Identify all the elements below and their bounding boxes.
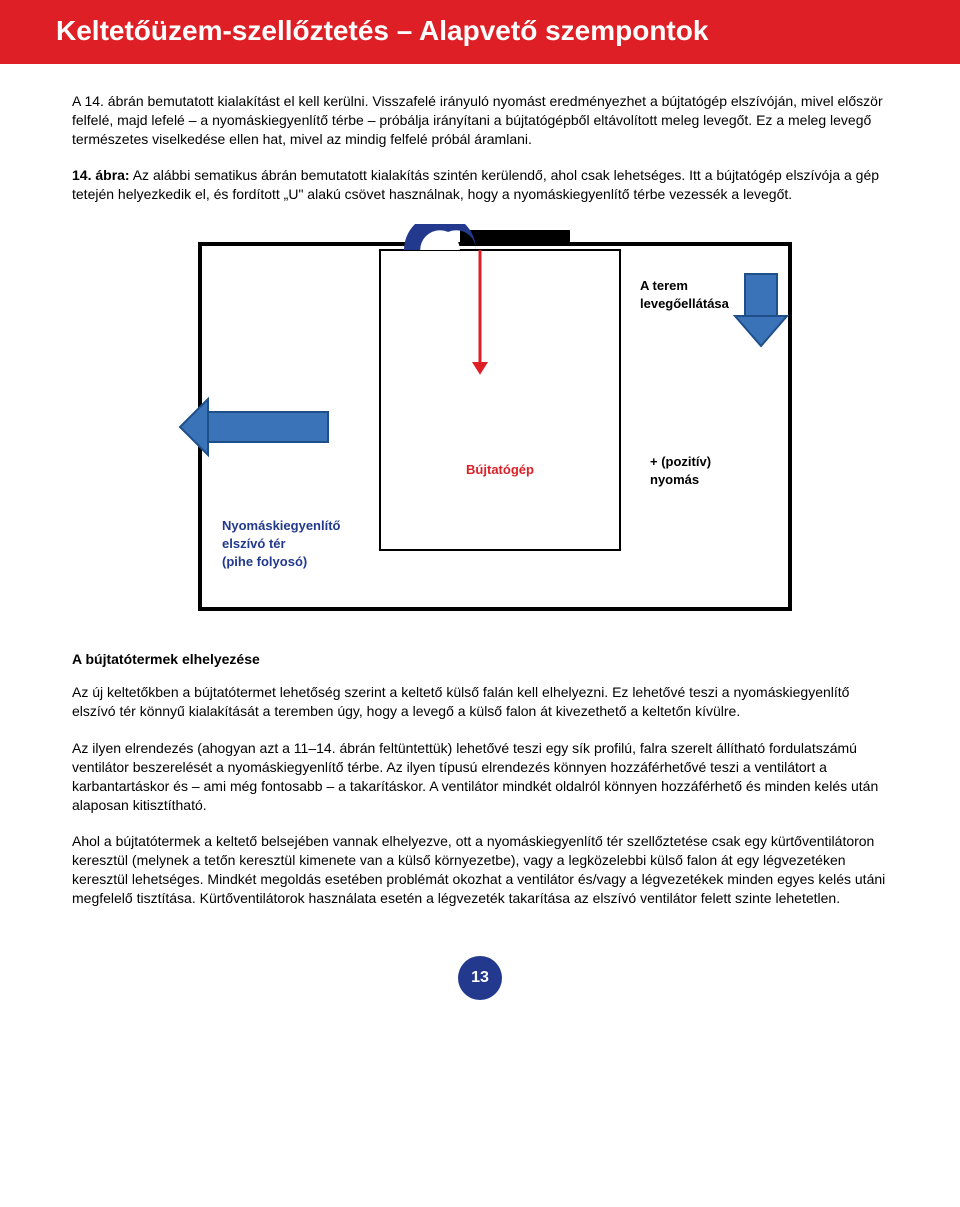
figure-14-diagram: A terem levegőellátása Bújtatógép + (pozití… bbox=[160, 224, 800, 624]
svg-text:elszívó tér: elszívó tér bbox=[222, 536, 286, 551]
page-footer: 13 bbox=[0, 926, 960, 1030]
svg-text:levegőellátása: levegőellátása bbox=[640, 296, 730, 311]
svg-text:+ (pozitív): + (pozitív) bbox=[650, 454, 711, 469]
content-area: A 14. ábrán bemutatott kialakítást el ke… bbox=[0, 64, 960, 908]
paragraph-1: A 14. ábrán bemutatott kialakítást el ke… bbox=[72, 92, 888, 149]
page: Keltetőüzem-szellőztetés – Alapvető szem… bbox=[0, 0, 960, 1030]
page-number-badge: 13 bbox=[458, 956, 502, 1000]
title-banner: Keltetőüzem-szellőztetés – Alapvető szem… bbox=[0, 0, 960, 64]
paragraph-5: Ahol a bújtatótermek a keltető belsejébe… bbox=[72, 832, 888, 908]
figure-label: 14. ábra: bbox=[72, 167, 130, 183]
svg-text:(pihe folyosó): (pihe folyosó) bbox=[222, 554, 307, 569]
svg-text:nyomás: nyomás bbox=[650, 472, 699, 487]
schematic-svg: A terem levegőellátása Bújtatógép + (pozití… bbox=[160, 224, 800, 624]
paragraph-4: Az ilyen elrendezés (ahogyan azt a 11–14… bbox=[72, 739, 888, 815]
svg-text:Nyomáskiegyenlítő: Nyomáskiegyenlítő bbox=[222, 518, 341, 533]
svg-text:Bújtatógép: Bújtatógép bbox=[466, 462, 534, 477]
paragraph-2: 14. ábra: Az alábbi sematikus ábrán bemu… bbox=[72, 166, 888, 204]
paragraph-3: Az új keltetőkben a bújtatótermet lehető… bbox=[72, 683, 888, 721]
page-title: Keltetőüzem-szellőztetés – Alapvető szem… bbox=[56, 12, 904, 50]
svg-text:A terem: A terem bbox=[640, 278, 688, 293]
section-heading: A bújtatótermek elhelyezése bbox=[72, 650, 888, 669]
paragraph-2-text: Az alábbi sematikus ábrán bemutatott kia… bbox=[72, 167, 879, 202]
